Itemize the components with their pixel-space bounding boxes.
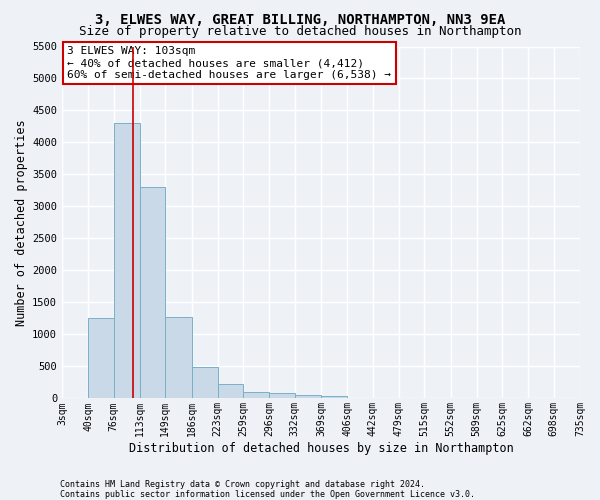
Y-axis label: Number of detached properties: Number of detached properties — [15, 119, 28, 326]
Bar — [166, 316, 191, 398]
Text: 3, ELWES WAY, GREAT BILLING, NORTHAMPTON, NN3 9EA: 3, ELWES WAY, GREAT BILLING, NORTHAMPTON… — [95, 12, 505, 26]
Bar — [113, 124, 140, 398]
Bar — [269, 394, 295, 398]
Bar — [191, 367, 218, 398]
Bar — [140, 188, 166, 398]
Text: Size of property relative to detached houses in Northampton: Size of property relative to detached ho… — [79, 25, 521, 38]
Text: Contains public sector information licensed under the Open Government Licence v3: Contains public sector information licen… — [60, 490, 475, 499]
Text: Contains HM Land Registry data © Crown copyright and database right 2024.: Contains HM Land Registry data © Crown c… — [60, 480, 425, 489]
Bar — [321, 396, 347, 398]
Bar — [295, 395, 321, 398]
Bar — [243, 392, 269, 398]
Bar — [218, 384, 243, 398]
Bar — [88, 318, 113, 398]
X-axis label: Distribution of detached houses by size in Northampton: Distribution of detached houses by size … — [128, 442, 514, 455]
Text: 3 ELWES WAY: 103sqm
← 40% of detached houses are smaller (4,412)
60% of semi-det: 3 ELWES WAY: 103sqm ← 40% of detached ho… — [67, 46, 391, 80]
